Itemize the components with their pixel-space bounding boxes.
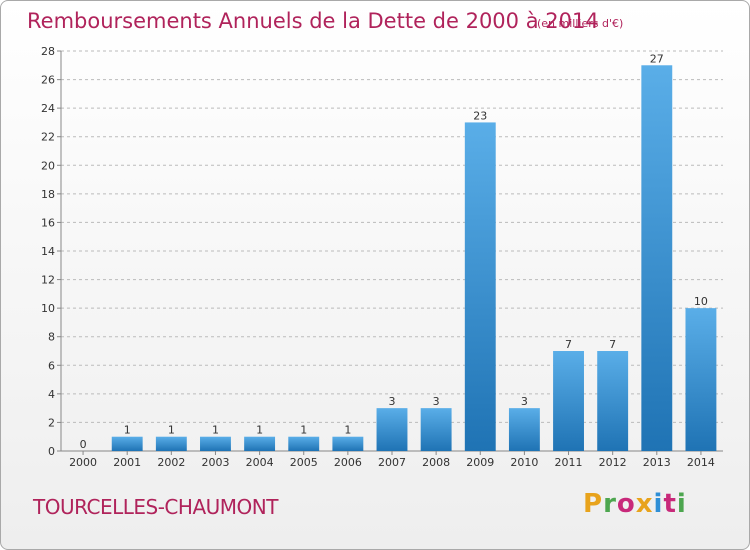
bar-2005 <box>288 436 320 451</box>
bar-value-label: 3 <box>433 395 440 408</box>
x-tick-label: 2009 <box>466 456 494 469</box>
x-tick-label: 2008 <box>422 456 450 469</box>
bar-2012 <box>597 351 629 451</box>
bar-value-label: 7 <box>565 338 572 351</box>
x-tick-label: 2002 <box>157 456 185 469</box>
bar-value-label: 3 <box>389 395 396 408</box>
logo-letter: o <box>616 489 636 519</box>
x-tick-label: 2005 <box>290 456 318 469</box>
y-tick-label: 10 <box>41 302 55 315</box>
bar-value-label: 1 <box>256 424 263 437</box>
x-tick-label: 2004 <box>246 456 274 469</box>
bar-value-label: 0 <box>80 438 87 451</box>
x-tick-label: 2001 <box>113 456 141 469</box>
bar-value-label: 1 <box>300 424 307 437</box>
chart-unit: (en milliers d'€) <box>537 17 624 30</box>
logo-letter: x <box>635 489 654 519</box>
y-tick-label: 8 <box>48 331 55 344</box>
bar-value-label: 10 <box>694 295 708 308</box>
y-tick-label: 0 <box>48 445 55 458</box>
y-tick-label: 4 <box>48 388 55 401</box>
proxiti-logo[interactable]: Proxiti <box>583 489 687 519</box>
bar-2004 <box>244 436 276 451</box>
bar-value-label: 3 <box>521 395 528 408</box>
bar-2010 <box>508 408 540 451</box>
x-tick-label: 2006 <box>334 456 362 469</box>
bar-2007 <box>376 408 408 451</box>
y-tick-label: 28 <box>41 45 55 58</box>
y-tick-label: 16 <box>41 216 55 229</box>
x-tick-label: 2013 <box>643 456 671 469</box>
logo-letter: i <box>653 489 664 519</box>
bar-2001 <box>111 436 143 451</box>
y-tick-label: 20 <box>41 159 55 172</box>
x-tick-label: 2014 <box>687 456 715 469</box>
y-tick-label: 18 <box>41 188 55 201</box>
bar-2014 <box>685 308 717 451</box>
bar-2009 <box>464 122 496 451</box>
bar-value-label: 1 <box>344 424 351 437</box>
bar-2008 <box>420 408 452 451</box>
bar-2003 <box>200 436 231 451</box>
chart-title: Remboursements Annuels de la Dette de 20… <box>27 9 599 33</box>
y-tick-label: 26 <box>41 74 55 87</box>
y-tick-label: 6 <box>48 359 55 372</box>
bar-2013 <box>641 65 673 452</box>
x-tick-label: 2010 <box>510 456 538 469</box>
x-tick-label: 2003 <box>201 456 229 469</box>
bar-value-label: 1 <box>124 424 131 437</box>
logo-letter: t <box>663 489 677 519</box>
y-tick-label: 12 <box>41 274 55 287</box>
bar-value-label: 1 <box>168 424 175 437</box>
x-tick-label: 2012 <box>599 456 627 469</box>
commune-name: TOURCELLES-CHAUMONT <box>33 495 278 519</box>
y-tick-label: 2 <box>48 416 55 429</box>
logo-letter: P <box>583 489 604 519</box>
bar-2006 <box>332 436 364 451</box>
bar-value-label: 27 <box>650 52 664 65</box>
x-tick-label: 2007 <box>378 456 406 469</box>
y-tick-label: 14 <box>41 245 55 258</box>
logo-letter: r <box>603 489 617 519</box>
bar-value-label: 1 <box>212 424 219 437</box>
bar-value-label: 7 <box>609 338 616 351</box>
bar-2002 <box>155 436 187 451</box>
y-tick-label: 24 <box>41 102 55 115</box>
logo-letter: i <box>676 489 687 519</box>
bar-2011 <box>553 351 584 451</box>
x-tick-label: 2011 <box>555 456 583 469</box>
bar-value-label: 23 <box>473 109 487 122</box>
y-tick-label: 22 <box>41 131 55 144</box>
x-tick-label: 2000 <box>69 456 97 469</box>
